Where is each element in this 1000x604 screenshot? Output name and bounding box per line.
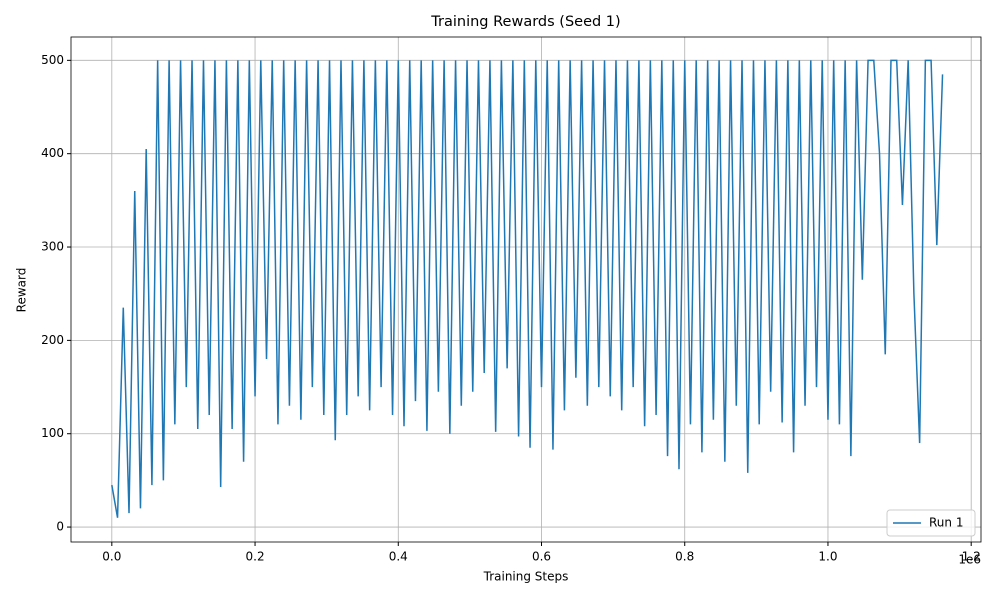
line-series xyxy=(111,59,944,518)
x-tick-label: 0.8 xyxy=(675,550,694,564)
y-tick-label: 200 xyxy=(41,333,64,347)
x-tick-label: 1.2 xyxy=(962,550,981,564)
y-axis-label: Reward xyxy=(15,268,29,313)
x-tick-label: 0.2 xyxy=(246,550,265,564)
x-tick-label: 0.4 xyxy=(389,550,408,564)
chart-title: Training Rewards (Seed 1) xyxy=(430,14,620,30)
y-tick-label: 0 xyxy=(56,520,64,534)
x-tick-label: 0.6 xyxy=(532,550,551,564)
x-axis-label: Training Steps xyxy=(483,570,569,584)
legend-label: Run 1 xyxy=(929,516,963,530)
y-tick-label: 300 xyxy=(41,240,64,254)
x-tick-label: 1.0 xyxy=(818,550,837,564)
plot-frame xyxy=(70,36,982,543)
x-tick-label: 0.0 xyxy=(102,550,121,564)
legend-box xyxy=(886,509,976,537)
y-tick-label: 100 xyxy=(41,426,64,440)
y-tick-label: 500 xyxy=(41,53,64,67)
y-tick-label: 400 xyxy=(41,146,64,160)
x-offset-label: 1e6 xyxy=(958,553,981,567)
